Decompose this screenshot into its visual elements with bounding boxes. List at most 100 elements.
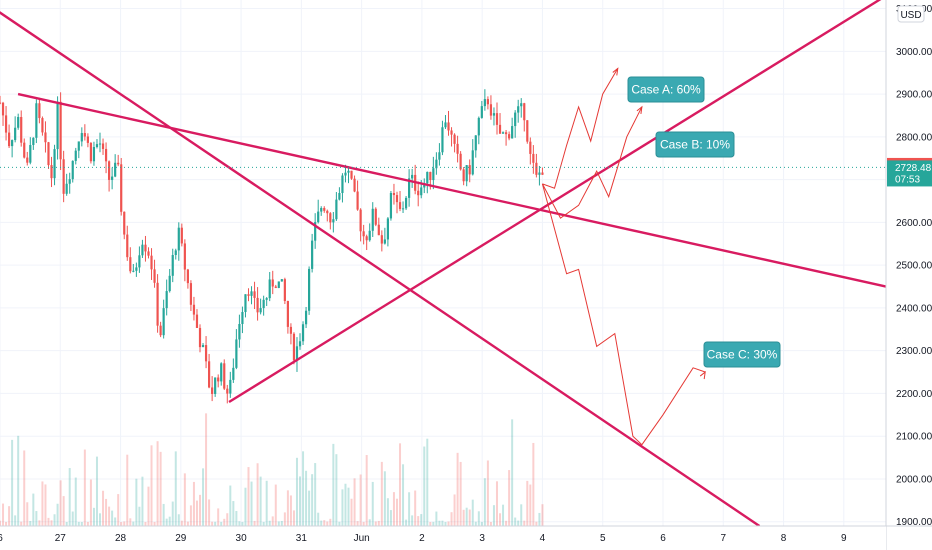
volume-bar [144,521,147,526]
volume-bar [132,521,135,526]
candle-body [508,134,511,139]
volume-bar [80,521,83,526]
volume-bar [450,512,453,526]
candle-body [253,291,256,298]
volume-bar [529,484,532,526]
candle-body [7,132,11,147]
volume-bar [189,505,192,526]
candle-body [150,255,153,270]
time-tick-label: 29 [175,533,187,544]
candle-body [147,251,150,256]
candle-body [29,145,32,163]
callout-box [655,131,735,158]
candle-body [520,103,523,107]
scenario-path[interactable] [542,68,619,189]
volume-bar [338,521,341,526]
price-tick-label: 2400.00 [896,303,932,314]
candle-body [247,294,250,296]
volume-bar [265,480,268,526]
volume-bar [226,513,229,526]
callout-label: Case B: 10% [660,138,730,152]
price-tick-label: 2000.00 [896,474,932,485]
candle-body [11,140,14,147]
volume-bar [462,509,465,526]
volume-bar [147,486,150,526]
volume-bar [286,490,289,526]
volume-bar [435,511,438,526]
volume-bar [150,445,153,526]
scenario-path[interactable] [541,106,643,219]
candle-body [177,227,180,251]
volume-bar [211,521,214,526]
volume-bar [138,506,141,526]
last-price-box [887,160,932,187]
volume-bar [247,467,250,526]
candle-body [298,341,302,347]
volume-bar [347,487,350,526]
volume-bar [480,521,483,526]
currency-badge[interactable]: USD [897,5,925,23]
trendlines[interactable] [0,0,887,527]
volume-bar [47,517,50,526]
volume-bar [305,470,308,526]
scenario-paths[interactable]: Case A: 60% Case B: 10% Case C: 30% [541,67,781,446]
trendline-downtrend-lower[interactable] [17,92,887,288]
scenario-callout[interactable]: Case B: 10% [655,131,735,158]
volume-bar [180,520,183,526]
time-tick-label: 7 [720,533,726,544]
candles [0,89,544,404]
volume-bar [268,520,271,526]
candle-body [232,367,235,380]
volume-bar [447,521,450,526]
candle-body [274,286,277,288]
trendline-uptrend[interactable] [228,0,886,404]
volume-bar [374,521,377,526]
candle-body [435,159,438,169]
volume-bar [41,481,44,526]
scenario-callout[interactable]: Case A: 60% [627,76,705,103]
volume-bar [74,477,77,526]
candle-body [74,150,77,161]
price-tick-label: 2300.00 [896,346,932,357]
volume-bar [332,443,335,526]
volume-bar [165,518,168,526]
volume-bar [514,517,517,526]
volume-bar [299,476,302,526]
candle-body [347,170,350,173]
candle-body [198,327,202,348]
time-axis[interactable]: 6 27 28 29 30 31 Jun 2 3 4 5 6 7 8 9 [0,525,932,550]
volume-bar [541,504,544,526]
scenario-path[interactable] [541,183,706,446]
candle-body [256,297,259,313]
volume-bar [229,485,232,526]
volume-bar [292,510,295,526]
volume-bar [326,521,329,526]
volume-bar [20,521,23,526]
volume-bar [477,511,480,526]
volume-bar [168,516,171,526]
candle-body [389,193,393,219]
scenario-callout[interactable]: Case C: 30% [703,341,781,368]
candle-body [411,174,414,179]
volume-bar [535,521,538,526]
candle-body [23,142,26,158]
volume-bar [386,498,389,526]
volume-bar [474,521,477,526]
trendline-downtrend-upper[interactable] [0,9,761,527]
time-tick-label: 31 [296,533,308,544]
volume-bar [250,481,253,526]
volume-bar [220,521,223,526]
candle-body [244,294,247,313]
candle-body [417,190,420,196]
candle-body [0,102,2,104]
candle-body [192,304,196,315]
volume-bar [532,442,535,526]
volume-bar [362,521,365,526]
volume-bar [368,519,371,526]
candle-body [465,165,468,182]
volume-bar [505,520,508,526]
candle-body [138,255,141,268]
